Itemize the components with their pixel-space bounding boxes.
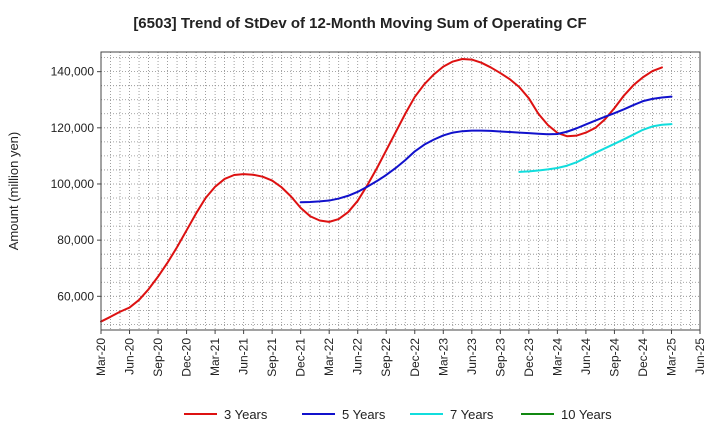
legend-label-10-years: 10 Years (561, 407, 612, 422)
y-tick-label: 80,000 (57, 233, 94, 247)
x-tick-label: Dec-24 (636, 338, 650, 377)
y-axis-ticks: 60,000 80,000 100,000 120,000 140,000 (51, 65, 101, 303)
x-tick-label: Mar-20 (94, 338, 108, 376)
series-line-7-years (518, 123, 673, 173)
legend-label-7-years: 7 Years (450, 407, 494, 422)
x-tick-label: Mar-25 (664, 338, 678, 376)
legend-label-5-years: 5 Years (342, 407, 386, 422)
x-tick-label: Sep-23 (493, 338, 507, 377)
x-tick-label: Jun-23 (465, 338, 479, 375)
x-axis-ticks: Mar-20 Jun-20 Sep-20 Dec-20 Mar-21 Jun-21 Sep-… (94, 330, 707, 377)
y-tick-label: 100,000 (51, 177, 95, 191)
x-tick-label: Jun-22 (351, 338, 365, 375)
y-tick-label: 120,000 (51, 121, 95, 135)
series-line-5-years (299, 95, 673, 204)
y-tick-label: 60,000 (57, 289, 94, 303)
y-axis-label: Amount (million yen) (6, 132, 21, 251)
plot-area (101, 52, 700, 330)
chart-title: [6503] Trend of StDev of 12-Month Moving… (133, 15, 586, 32)
y-tick-label: 140,000 (51, 65, 95, 79)
series-line-3-years (100, 58, 663, 323)
x-tick-label: Dec-22 (408, 338, 422, 377)
series-lines (100, 58, 673, 323)
x-tick-label: Mar-22 (322, 338, 336, 376)
x-tick-label: Jun-25 (693, 338, 707, 375)
x-tick-label: Sep-20 (151, 338, 165, 377)
x-tick-label: Jun-24 (579, 338, 593, 375)
x-tick-label: Sep-21 (265, 338, 279, 377)
x-tick-label: Mar-24 (550, 338, 564, 376)
legend: 3 Years 5 Years 7 Years 10 Years (184, 407, 612, 422)
x-tick-label: Mar-23 (436, 338, 450, 376)
x-tick-label: Sep-22 (379, 338, 393, 377)
plot-border (100, 51, 701, 331)
x-tick-label: Jun-21 (237, 338, 251, 375)
x-tick-label: Dec-23 (522, 338, 536, 377)
x-tick-label: Sep-24 (607, 338, 621, 377)
legend-label-3-years: 3 Years (224, 407, 268, 422)
x-tick-label: Jun-20 (123, 338, 137, 375)
grid-lines (101, 52, 700, 330)
x-tick-label: Mar-21 (208, 338, 222, 376)
x-tick-label: Dec-21 (294, 338, 308, 377)
x-tick-label: Dec-20 (180, 338, 194, 377)
